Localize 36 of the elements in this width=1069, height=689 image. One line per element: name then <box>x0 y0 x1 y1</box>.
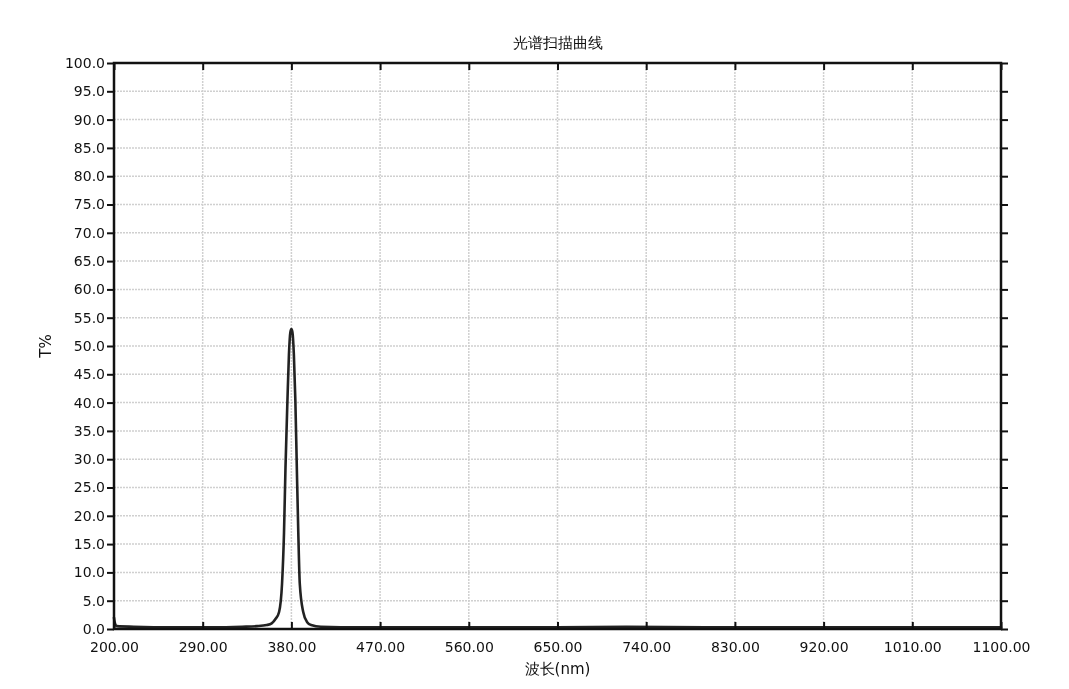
y-tick-label: 5.0 <box>82 592 105 609</box>
y-tick-label: 15.0 <box>73 536 105 553</box>
y-tick-label: 40.0 <box>73 394 105 411</box>
y-tick-label: 0.0 <box>82 620 105 637</box>
y-tick-label: 50.0 <box>73 337 105 354</box>
y-tick-label: 90.0 <box>73 111 105 128</box>
x-tick-label: 830.00 <box>710 638 760 655</box>
x-tick-label: 740.00 <box>622 638 672 655</box>
y-tick-label: 85.0 <box>73 139 105 156</box>
y-axis-title: T% <box>37 334 55 359</box>
y-tick-label: 35.0 <box>73 422 105 439</box>
chart-title: 光谱扫描曲线 <box>512 34 603 52</box>
y-tick-label: 70.0 <box>73 224 105 241</box>
line-series <box>112 327 1003 629</box>
x-tick-label: 380.00 <box>267 638 317 655</box>
y-tick-label: 95.0 <box>73 83 105 100</box>
x-tick-label: 650.00 <box>533 638 583 655</box>
x-tick-label: 290.00 <box>178 638 228 655</box>
x-tick-label: 470.00 <box>356 638 406 655</box>
x-tick-label: 920.00 <box>799 638 849 655</box>
y-tick-label: 45.0 <box>73 366 105 383</box>
x-tick-label: 560.00 <box>444 638 494 655</box>
x-tick-label: 1010.00 <box>883 638 942 655</box>
y-tick-label: 65.0 <box>73 253 105 270</box>
y-tick-label: 30.0 <box>73 451 105 468</box>
y-tick-label: 80.0 <box>73 168 105 185</box>
y-tick-label: 20.0 <box>73 507 105 524</box>
x-tick-label: 1100.00 <box>972 638 1031 655</box>
y-tick-label: 25.0 <box>73 479 105 496</box>
x-tick-label: 200.00 <box>90 638 139 655</box>
y-tick-label: 75.0 <box>73 196 105 213</box>
x-axis-title: 波长(nm) <box>524 660 591 678</box>
y-tick-label: 60.0 <box>73 281 105 298</box>
y-tick-label: 55.0 <box>73 309 105 326</box>
y-tick-label: 100.0 <box>64 54 105 71</box>
y-tick-label: 10.0 <box>73 564 105 581</box>
